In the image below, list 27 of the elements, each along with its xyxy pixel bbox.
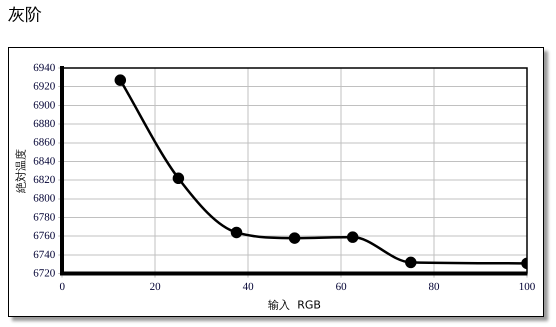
point <box>230 226 242 238</box>
y-tick-label: 6840 <box>33 155 56 168</box>
y-tick-label: 6940 <box>33 62 56 74</box>
chart-title: 灰阶 <box>8 4 42 26</box>
x-tick-label: 80 <box>428 281 440 294</box>
y-tick-label: 6920 <box>33 80 56 93</box>
y-tick-label: 6880 <box>33 118 56 130</box>
point <box>114 74 126 86</box>
x-tick-label: 0 <box>59 281 66 294</box>
x-tick-label: 100 <box>518 281 536 294</box>
y-tick-label: 6900 <box>33 99 56 112</box>
y-axis-title: 絶対温度 <box>14 148 28 194</box>
x-tick-label: 60 <box>336 281 348 294</box>
point <box>346 231 358 243</box>
point <box>405 256 417 268</box>
y-tick-label: 6720 <box>33 267 56 280</box>
y-tick-label: 6780 <box>33 211 56 224</box>
y-tick-label: 6820 <box>33 174 56 186</box>
x-tick-label: 40 <box>242 281 254 294</box>
y-tick-label: 6760 <box>33 230 56 242</box>
point <box>288 232 300 244</box>
x-axis-title: 输入 RGB <box>268 298 321 312</box>
y-tick-label: 6740 <box>33 248 56 261</box>
y-tick-label: 6800 <box>33 192 56 205</box>
y-tick-label: 6860 <box>33 136 56 149</box>
x-tick-label: 20 <box>150 281 162 294</box>
point <box>172 172 184 184</box>
